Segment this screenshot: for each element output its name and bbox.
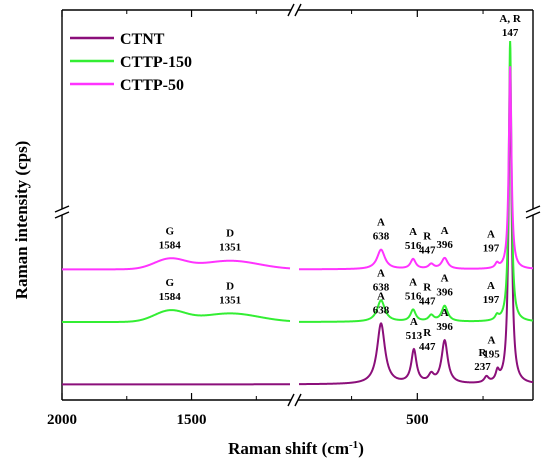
x-axis-break-mark [287,3,295,17]
peak-label-assign: A [441,307,449,319]
peak-label-value: 447 [419,295,436,307]
peak-label-assign: A [409,276,417,288]
y-axis-break-mark [525,205,541,213]
y-axis-break-mark [54,205,70,213]
peak-label-value: 513 [406,330,423,342]
x-axis-break-mark [294,3,302,17]
x-tick-label: 500 [406,412,429,428]
legend-label-ctnt: CTNT [120,31,165,48]
legend: CTNT CTTP-150 CTTP-50 [70,31,192,94]
peak-label-assign: R [423,327,432,339]
peak-label-value: 447 [419,341,436,353]
peak-label-value: 396 [436,321,453,333]
x-tick-label: 2000 [47,412,77,428]
x-tick-label: 1500 [177,412,207,428]
peak-label-assign: A [377,267,385,279]
legend-label-cttp-150: CTTP-150 [120,54,192,71]
peak-label-assign: R [423,230,432,242]
peak-label-value: 447 [419,244,436,256]
peak-label-assign: A [409,226,417,238]
y-axis-title: Raman intensity (cps) [12,141,31,300]
peak-label-value: 396 [436,287,453,299]
tick-layer: 2000 1500 500 [47,10,484,428]
peak-label-assign: A [410,316,418,328]
peak-label-value: 195 [483,349,500,361]
peak-label-value: 197 [483,243,500,255]
peak-label-assign: R [478,347,487,359]
peak-label-assign: A [377,217,385,229]
x-axis-break-mark [287,393,295,407]
y-break-gap [56,209,68,215]
peak-label-value: 147 [502,27,519,39]
x-axis-title: Raman shift (cm-1) [228,439,364,458]
series-line-cttp-150-left [62,309,291,323]
peak-label-value: 516 [405,290,422,302]
peak-label-value: 638 [373,281,390,293]
peak-label-assign: A [441,273,449,285]
series-line-cttp-150-right [299,40,534,323]
series-line-cttp-50-right [299,66,534,271]
peak-label-assign: A [487,280,495,292]
peak-label-value: 638 [373,231,390,243]
x-axis-break-mark [294,393,302,407]
series-line-ctnt-right [299,79,534,386]
peak-label-value: 1351 [219,242,241,254]
peak-label-value: 1584 [159,239,182,251]
y-axis-break-mark [525,211,541,219]
peak-label-assign: A [377,290,385,302]
peak-label-value: 237 [474,361,491,373]
peak-label-assign: R [423,281,432,293]
x-break-gap [291,5,298,15]
peak-label-value: 516 [405,240,422,252]
peak-label-assign: G [166,277,175,289]
y-break-gap [527,209,539,215]
peak-label-assign: A, R [499,13,521,25]
peak-label-value: 1351 [219,294,241,306]
x-break-gap [291,395,298,405]
peak-label-assign: G [166,225,175,237]
peak-label-value: 1584 [159,291,182,303]
peak-label-assign: A [487,229,495,241]
peak-label-assign: D [226,280,234,292]
peak-label-value: 396 [436,239,453,251]
peak-label-value: 197 [483,294,500,306]
plot-frame [61,9,534,401]
peak-label-assign: D [226,228,234,240]
legend-label-cttp-50: CTTP-50 [120,77,184,94]
axis-break-layer [54,3,541,407]
y-axis-break-mark [54,211,70,219]
series-layer [62,40,534,386]
peak-label-value: 638 [373,304,390,316]
peak-label-assign: A [441,225,449,237]
peak-label-assign: A [488,335,496,347]
series-line-cttp-50-left [62,257,291,271]
